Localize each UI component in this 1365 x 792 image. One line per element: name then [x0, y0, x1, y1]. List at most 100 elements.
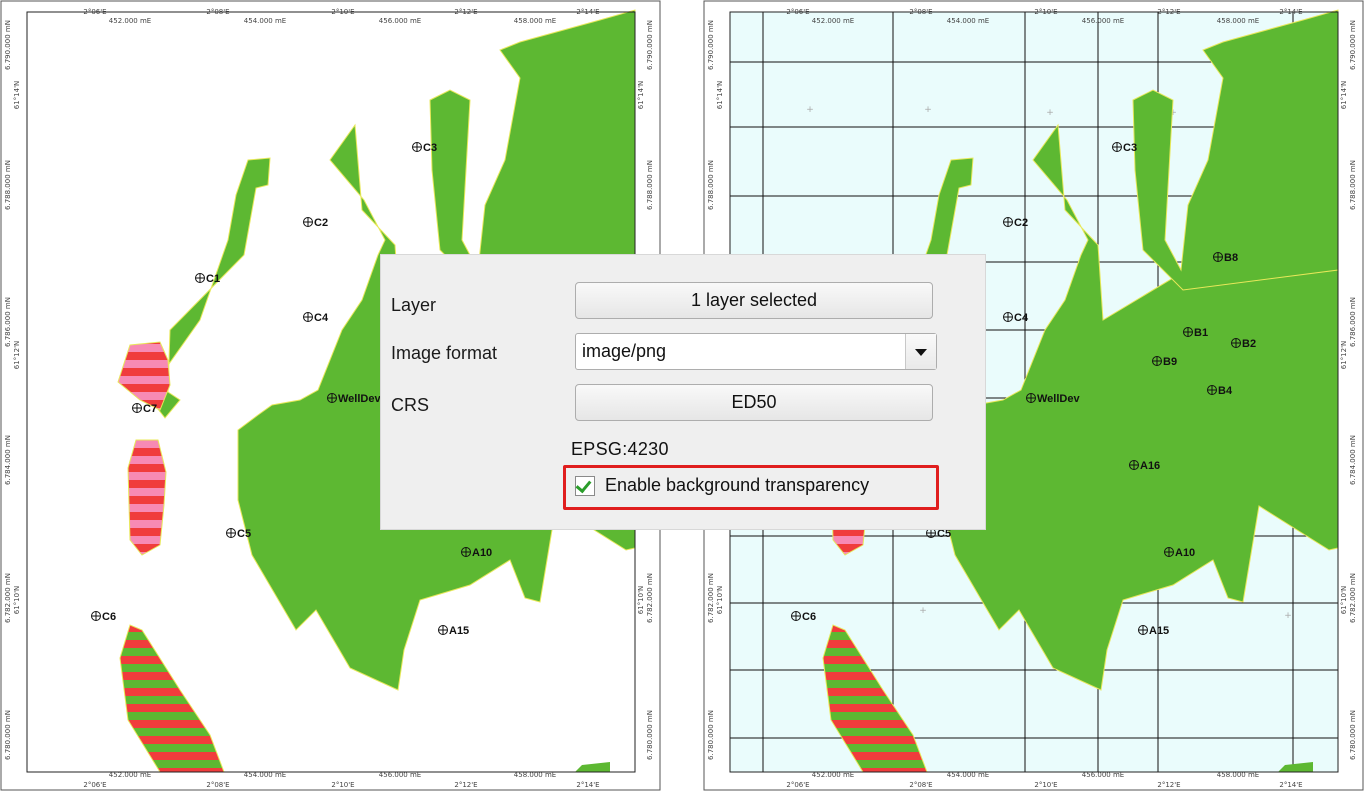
easting-label: 452.000 mE	[812, 771, 854, 779]
easting-label: 458.000 mE	[1217, 771, 1259, 779]
easting-label: 458.000 mE	[514, 17, 556, 25]
well-marker-welldev[interactable]: WellDev	[327, 393, 382, 405]
map-opaque-background: +++++++C3C2B8B1B2C4B9B4WellDevA16C5A10C6…	[703, 0, 1365, 792]
svg-text:C6: C6	[802, 611, 816, 623]
transparency-label[interactable]: Enable background transparency	[605, 475, 870, 495]
easting-label: 456.000 mE	[379, 17, 421, 25]
svg-text:C6: C6	[102, 611, 116, 623]
latitude-label: 61°14'N	[13, 81, 21, 109]
longitude-label: 2°14'E	[576, 781, 599, 789]
northing-label: 6.790.000 mN	[4, 20, 12, 70]
well-marker-c2[interactable]: C2	[303, 217, 329, 229]
crs-label: CRS	[391, 395, 430, 415]
svg-text:A10: A10	[472, 547, 492, 559]
easting-label: 452.000 mE	[109, 17, 151, 25]
well-marker-c7[interactable]: C7	[132, 403, 158, 415]
well-marker-c2[interactable]: C2	[1003, 217, 1029, 229]
svg-text:A16: A16	[1140, 460, 1160, 472]
image-format-value: image/png	[582, 341, 667, 361]
well-marker-a10[interactable]: A10	[1164, 547, 1196, 559]
longitude-label: 2°14'E	[1279, 781, 1302, 789]
well-marker-c6[interactable]: C6	[791, 611, 817, 623]
land-area	[1278, 762, 1313, 772]
svg-text:B2: B2	[1242, 338, 1256, 350]
northing-label: 6.788.000 mN	[707, 160, 715, 210]
hatched-area	[119, 624, 225, 773]
layer-select-button[interactable]: 1 layer selected	[575, 282, 933, 319]
northing-label: 6.782.000 mN	[646, 573, 654, 623]
well-marker-b8[interactable]: B8	[1213, 252, 1239, 264]
longitude-label: 2°12'E	[1157, 8, 1180, 16]
layer-label: Layer	[391, 295, 437, 315]
svg-text:WellDev: WellDev	[338, 393, 381, 405]
image-format-select[interactable]: image/png	[575, 333, 937, 370]
northing-label: 6.780.000 mN	[1349, 710, 1357, 760]
well-marker-c4[interactable]: C4	[1003, 312, 1029, 324]
svg-text:C2: C2	[1014, 217, 1028, 229]
easting-label: 454.000 mE	[244, 17, 286, 25]
longitude-label: 2°08'E	[909, 781, 932, 789]
svg-text:C3: C3	[423, 142, 437, 154]
northing-label: 6.784.000 mN	[4, 435, 12, 485]
well-marker-b2[interactable]: B2	[1231, 338, 1257, 350]
easting-label: 458.000 mE	[514, 771, 556, 779]
well-marker-b9[interactable]: B9	[1152, 356, 1178, 368]
latitude-label: 61°12'N	[13, 341, 21, 369]
latitude-label: 61°14'N	[1340, 81, 1348, 109]
longitude-label: 2°08'E	[206, 8, 229, 16]
well-marker-a15[interactable]: A15	[438, 625, 470, 637]
highlight-box	[563, 465, 939, 510]
well-marker-a15[interactable]: A15	[1138, 625, 1170, 637]
land-area	[146, 157, 271, 419]
well-marker-c4[interactable]: C4	[303, 312, 329, 324]
hatched-area	[822, 624, 928, 773]
well-marker-b4[interactable]: B4	[1207, 385, 1233, 397]
longitude-label: 2°06'E	[83, 8, 106, 16]
checkmark-icon	[575, 476, 592, 494]
svg-text:WellDev: WellDev	[1037, 393, 1080, 405]
graticule-cross: +	[1046, 108, 1054, 118]
well-marker-c3[interactable]: C3	[412, 142, 438, 154]
longitude-label: 2°12'E	[454, 781, 477, 789]
well-marker-b1[interactable]: B1	[1183, 327, 1209, 339]
well-marker-c1[interactable]: C1	[195, 273, 221, 285]
well-marker-c6[interactable]: C6	[91, 611, 117, 623]
easting-label: 454.000 mE	[947, 771, 989, 779]
northing-label: 6.782.000 mN	[707, 573, 715, 623]
northing-label: 6.786.000 mN	[4, 297, 12, 347]
northing-label: 6.790.000 mN	[707, 20, 715, 70]
well-marker-c5[interactable]: C5	[226, 528, 252, 540]
land-area	[575, 762, 610, 772]
latitude-label: 61°10'N	[1340, 586, 1348, 614]
longitude-label: 2°06'E	[83, 781, 106, 789]
northing-label: 6.788.000 mN	[646, 160, 654, 210]
longitude-label: 2°06'E	[786, 781, 809, 789]
well-marker-welldev[interactable]: WellDev	[1026, 393, 1081, 405]
svg-text:A15: A15	[449, 625, 469, 637]
svg-text:C2: C2	[314, 217, 328, 229]
well-marker-c5[interactable]: C5	[926, 528, 952, 540]
svg-text:C4: C4	[1014, 312, 1029, 324]
graticule-cross: +	[806, 105, 814, 115]
longitude-label: 2°12'E	[454, 8, 477, 16]
northing-label: 6.790.000 mN	[646, 20, 654, 70]
land-area	[1132, 9, 1339, 291]
longitude-label: 2°14'E	[1279, 8, 1302, 16]
map-canvas-right: +++++++C3C2B8B1B2C4B9B4WellDevA16C5A10C6…	[703, 0, 1364, 791]
crs-select-button[interactable]: ED50	[575, 384, 933, 421]
well-marker-a16[interactable]: A16	[1129, 460, 1161, 472]
latitude-label: 61°14'N	[716, 81, 724, 109]
northing-label: 6.780.000 mN	[646, 710, 654, 760]
well-marker-c3[interactable]: C3	[1112, 142, 1138, 154]
northing-label: 6.784.000 mN	[1349, 435, 1357, 485]
latitude-label: 61°14'N	[637, 81, 645, 109]
chevron-down-icon[interactable]	[905, 334, 936, 369]
longitude-label: 2°08'E	[909, 8, 932, 16]
northing-label: 6.782.000 mN	[1349, 573, 1357, 623]
well-marker-a10[interactable]: A10	[461, 547, 493, 559]
transparency-checkbox[interactable]	[575, 476, 595, 496]
svg-text:C1: C1	[206, 273, 220, 285]
easting-label: 452.000 mE	[812, 17, 854, 25]
longitude-label: 2°12'E	[1157, 781, 1180, 789]
svg-text:C3: C3	[1123, 142, 1137, 154]
